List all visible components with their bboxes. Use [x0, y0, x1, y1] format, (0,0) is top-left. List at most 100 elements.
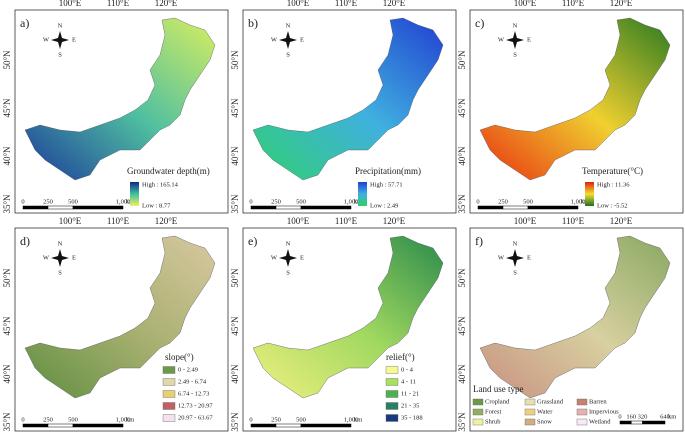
legend-item: 20.97 - 63.67: [178, 414, 213, 421]
lon-label: 120°E: [610, 216, 633, 226]
scale-bar-label: 0: [249, 198, 252, 205]
legend-item: Forest: [485, 408, 501, 415]
scale-bar-segment: [300, 205, 352, 210]
lon-label: 120°E: [155, 0, 178, 8]
legend-item: Cropland: [485, 398, 510, 405]
legend-swatch: [472, 408, 484, 416]
lat-label: 45°N: [457, 316, 467, 336]
legend-item: Shrub: [485, 418, 501, 425]
legend-low: Low : -5.52: [597, 202, 628, 209]
scale-bar-label: 0: [21, 416, 24, 423]
legend-item: Water: [537, 408, 553, 415]
compass-n: N: [513, 22, 518, 29]
lon-label: 100°E: [514, 0, 537, 8]
panel-label: e): [248, 234, 257, 248]
compass-e: E: [72, 36, 76, 43]
legend-ramp: [358, 182, 367, 206]
lat-label: 45°N: [457, 98, 467, 118]
scale-bar-label: 1,000: [571, 198, 586, 205]
legend-swatch: [524, 408, 536, 416]
compass-w: W: [498, 36, 505, 43]
legend-item: 0 - 2.49: [178, 366, 198, 373]
lat-label: 35°N: [457, 412, 467, 432]
scale-bar-segment: [22, 205, 49, 210]
scale-bar-segment: [47, 423, 74, 428]
compass-star: [51, 31, 69, 49]
legend-item: 0 - 4: [401, 366, 414, 373]
lat-label: 35°N: [457, 194, 467, 214]
lat-label: 40°N: [2, 364, 12, 384]
compass-n: N: [286, 240, 291, 247]
compass-n: N: [58, 22, 63, 29]
compass-e: E: [527, 36, 531, 43]
scale-bar-label: 0: [618, 413, 621, 420]
scale-bar-label: 160: [626, 413, 636, 420]
lat-label: 50°N: [230, 50, 240, 70]
legend-swatch: [385, 366, 399, 374]
compass-e: E: [72, 254, 76, 261]
legend-ramp: [585, 182, 594, 206]
scale-bar-label: 500: [68, 416, 78, 423]
legend-swatch: [385, 390, 399, 398]
lat-label: 40°N: [230, 364, 240, 384]
lat-label: 45°N: [230, 98, 240, 118]
legend-swatch: [385, 402, 399, 410]
legend-swatch: [576, 408, 588, 416]
legend-item: 2.49 - 6.74: [178, 378, 207, 385]
lon-label: 120°E: [383, 0, 406, 8]
lat-label: 35°N: [2, 412, 12, 432]
compass-star: [506, 31, 524, 49]
legend-swatch: [385, 378, 399, 386]
scale-bar-label: 320: [638, 413, 648, 420]
compass-w: W: [43, 36, 50, 43]
scale-bar-segment: [527, 205, 579, 210]
compass-n: N: [286, 22, 291, 29]
compass-w: W: [43, 254, 50, 261]
scale-bar-segment: [642, 420, 666, 425]
lat-label: 40°N: [457, 146, 467, 166]
compass-s: S: [513, 51, 517, 58]
legend-swatch: [576, 398, 588, 406]
scale-bar-label: 250: [271, 416, 281, 423]
compass-w: W: [271, 254, 278, 261]
lat-label: 45°N: [230, 316, 240, 336]
lon-label: 110°E: [107, 0, 130, 8]
compass-e: E: [300, 36, 304, 43]
legend-item: 35 - 188: [401, 414, 423, 421]
lat-label: 40°N: [2, 146, 12, 166]
compass-e: E: [527, 254, 531, 261]
legend-title: Land use type: [473, 384, 523, 394]
legend-swatch: [524, 398, 536, 406]
lon-label: 120°E: [155, 216, 178, 226]
legend-high: High : 57.71: [370, 181, 403, 188]
lon-label: 120°E: [610, 0, 633, 8]
scale-bar-unit: km: [126, 416, 134, 423]
lat-label: 50°N: [2, 268, 12, 288]
panel-label: b): [248, 16, 258, 30]
lat-label: 45°N: [2, 316, 12, 336]
legend-low: Low : 8.77: [142, 202, 171, 209]
scale-bar-label: 1,000: [344, 198, 359, 205]
compass-s: S: [513, 269, 517, 276]
scale-bar-unit: km: [354, 416, 362, 423]
scale-bar-segment: [250, 205, 277, 210]
region-map: [24, 235, 216, 399]
lat-label: 50°N: [457, 268, 467, 288]
legend-item: 11 - 21: [401, 390, 419, 397]
scale-bar-label: 500: [296, 416, 306, 423]
scale-bar-label: 0: [249, 416, 252, 423]
legend-item: Wetland: [589, 418, 611, 425]
legend-item: Impervious: [589, 408, 619, 415]
region-map: [252, 17, 444, 181]
legend-low: Low : 2.49: [370, 202, 398, 209]
lon-label: 110°E: [335, 216, 358, 226]
scale-bar-label: 1,000: [116, 198, 131, 205]
legend-item: 21 - 35: [401, 402, 419, 409]
panel-label: c): [475, 16, 484, 30]
legend-swatch: [162, 402, 176, 410]
legend-swatch: [162, 366, 176, 374]
legend-swatch: [472, 398, 484, 406]
lon-label: 110°E: [562, 0, 585, 8]
legend-high: High : 11.36: [597, 181, 630, 188]
